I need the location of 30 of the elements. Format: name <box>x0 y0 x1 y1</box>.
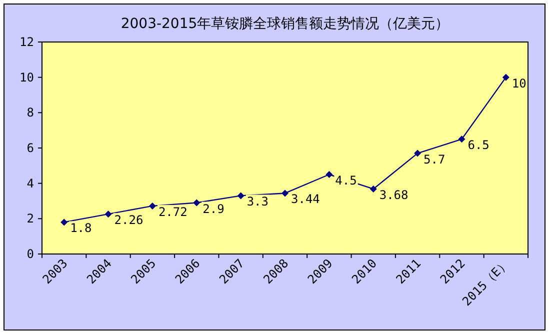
data-label: 3.3 <box>246 194 269 209</box>
y-tick-label: 0 <box>26 247 34 261</box>
point <box>148 202 156 210</box>
data-label: 1.8 <box>70 221 92 236</box>
y-tick-label: 2 <box>26 212 34 226</box>
point <box>60 218 68 226</box>
y-tick-label: 12 <box>20 35 34 49</box>
data-label: 5.7 <box>424 152 446 166</box>
point <box>237 192 244 200</box>
chart-title: 2003-2015年草铵膦全球销售额走势情况（亿美元） <box>120 16 450 32</box>
y-tick-label: 6 <box>26 141 34 155</box>
point <box>502 74 510 81</box>
point <box>104 210 112 218</box>
y-tick-label: 4 <box>26 176 34 190</box>
data-label: 3.44 <box>291 192 320 206</box>
data-label: 4.5 <box>335 174 357 188</box>
data-label: 2.9 <box>202 202 224 216</box>
point <box>282 190 288 197</box>
point <box>370 185 377 192</box>
data-label: 2.72 <box>158 204 188 219</box>
y-tick-label: 8 <box>26 106 34 120</box>
data-label: 2.26 <box>114 213 144 228</box>
point <box>326 171 333 178</box>
data-label: 10 <box>512 76 526 90</box>
data-label: 3.68 <box>379 188 408 202</box>
point <box>458 136 466 143</box>
data-label: 6.5 <box>468 138 490 152</box>
point <box>414 150 422 157</box>
y-tick-label: 10 <box>20 70 34 84</box>
point <box>193 199 200 206</box>
